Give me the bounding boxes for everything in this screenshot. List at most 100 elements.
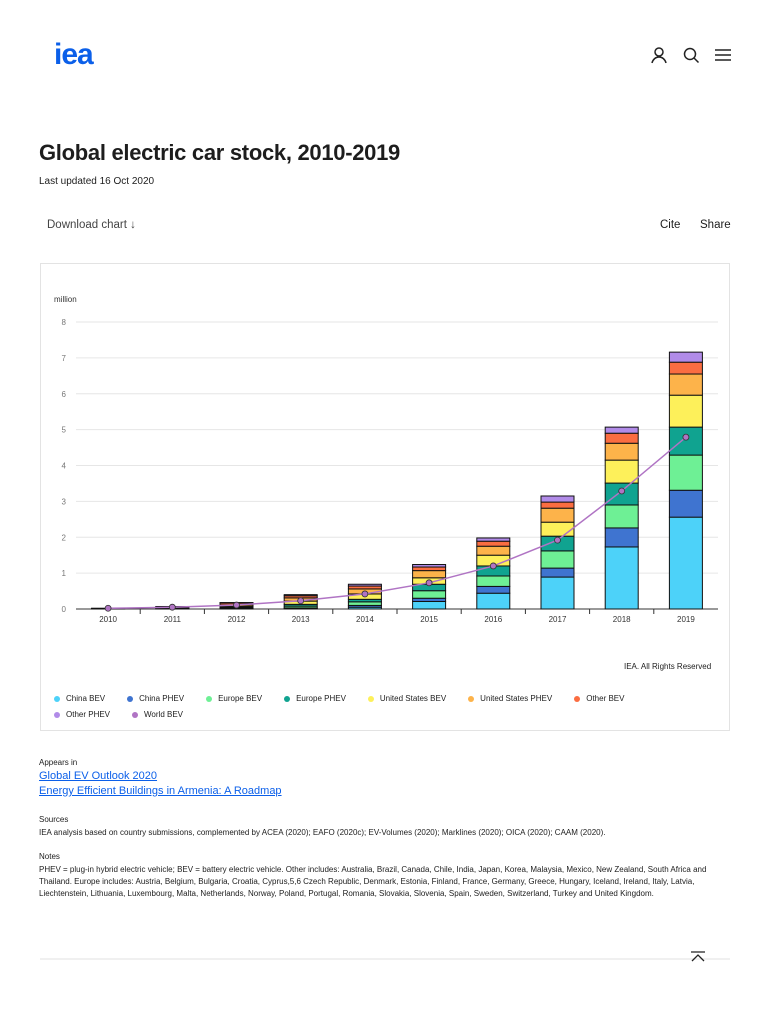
bar-segment — [476, 585, 511, 594]
bar-segment — [476, 592, 511, 610]
sources-label: Sources — [39, 815, 69, 824]
bar-segment — [412, 570, 447, 579]
y-tick-label: 0 — [62, 605, 67, 614]
menu-icon[interactable] — [714, 46, 732, 64]
legend-item[interactable]: Europe BEV — [206, 694, 262, 703]
legend-label: Other PHEV — [66, 710, 111, 719]
world-bev-point — [554, 536, 561, 544]
appears-link[interactable]: Global EV Outlook 2020 — [39, 770, 158, 782]
x-tick-label: 2016 — [484, 615, 502, 624]
bar-segment — [412, 564, 447, 568]
bar-segment — [347, 601, 382, 606]
user-icon[interactable] — [650, 46, 668, 64]
notes-text: PHEV = plug-in hybrid electric vehicle; … — [39, 865, 707, 898]
back-to-top-icon[interactable] — [690, 950, 706, 964]
bar-segment — [540, 495, 575, 503]
bar-segment — [476, 545, 511, 556]
world-bev-point — [425, 579, 433, 587]
world-bev-point — [618, 487, 626, 495]
appears-label: Appears in — [39, 758, 78, 767]
legend-label: Europe PHEV — [296, 694, 346, 703]
bar-segment — [604, 432, 639, 444]
y-tick-label: 8 — [62, 318, 67, 327]
legend-item[interactable]: United States BEV — [367, 694, 447, 703]
x-tick-label: 2010 — [99, 615, 117, 624]
chart-container — [40, 263, 730, 731]
bar-segment — [540, 501, 575, 509]
legend-item[interactable]: United States PHEV — [468, 694, 552, 703]
x-tick-label: 2014 — [356, 615, 374, 624]
bar-segment — [668, 489, 703, 518]
bar-segment — [604, 546, 639, 610]
legend-item[interactable]: China BEV — [54, 694, 105, 703]
legend-label: United States BEV — [379, 694, 447, 703]
legend-swatch — [132, 711, 139, 718]
bar-segment — [668, 361, 703, 375]
appears-link[interactable]: Energy Efficient Buildings in Armenia: A… — [39, 785, 282, 797]
bar-segment — [476, 537, 511, 542]
legend-swatch — [284, 695, 291, 702]
bar-segment — [604, 442, 639, 461]
y-axis-label: million — [54, 295, 77, 304]
iea-logo[interactable]: iea — [54, 38, 94, 71]
legend-label: World BEV — [144, 710, 183, 719]
legend-label: Europe BEV — [218, 694, 263, 703]
download-chart-button[interactable]: Download chart ↓ — [47, 219, 136, 231]
world-bev-point — [168, 603, 176, 611]
legend-swatch — [127, 695, 134, 702]
share-button[interactable]: Share — [700, 219, 731, 231]
world-bev-line — [108, 436, 687, 610]
bar-segment — [668, 426, 703, 456]
y-tick-label: 6 — [62, 390, 67, 399]
legend-item[interactable]: Other PHEV — [54, 710, 110, 719]
sources-text: IEA analysis based on country submission… — [39, 828, 606, 837]
legend-label: Other BEV — [586, 694, 625, 703]
page-title: Global electric car stock, 2010-2019 — [39, 140, 400, 165]
last-updated: Last updated 16 Oct 2020 — [39, 176, 155, 187]
bar-segment — [604, 459, 639, 484]
copyright: IEA. All Rights Reserved — [624, 662, 712, 671]
bar-segment — [540, 550, 575, 569]
bar-segment — [476, 540, 511, 547]
legend-item[interactable]: Other BEV — [574, 694, 624, 703]
world-bev-point — [361, 590, 369, 598]
y-tick-label: 2 — [62, 533, 67, 542]
cite-button[interactable]: Cite — [660, 219, 681, 231]
bar-segment — [540, 521, 575, 537]
legend-swatch — [54, 695, 60, 702]
world-bev-point — [233, 601, 240, 609]
x-tick-label: 2019 — [677, 615, 695, 624]
legend-item[interactable]: Europe PHEV — [284, 694, 346, 703]
bar-segment — [412, 590, 447, 599]
legend-swatch — [367, 695, 374, 702]
bar-segment — [668, 516, 703, 610]
bar-segment — [668, 394, 703, 428]
y-tick-label: 4 — [62, 462, 67, 471]
x-tick-label: 2015 — [420, 615, 438, 624]
bar-segment — [347, 583, 382, 587]
bar-segment — [668, 454, 703, 491]
bar-segment — [283, 594, 318, 597]
legend-item[interactable]: China PHEV — [127, 694, 184, 703]
bar-segment — [540, 576, 575, 610]
world-bev-point — [104, 604, 112, 612]
legend: China BEV China PHEV Europe BEV Europe PHEV… — [54, 694, 724, 719]
bar-segment — [412, 566, 447, 572]
notes-label: Notes — [39, 852, 60, 861]
bar-segment — [540, 507, 575, 523]
y-tick-label: 5 — [62, 426, 67, 435]
x-tick-label: 2018 — [613, 615, 631, 624]
x-tick-label: 2011 — [164, 615, 182, 624]
legend-item[interactable]: World BEV — [132, 710, 183, 719]
bar-segment — [604, 504, 639, 529]
legend-label: China PHEV — [139, 694, 185, 703]
y-tick-label: 3 — [62, 497, 67, 506]
world-bev-point — [297, 597, 305, 605]
world-bev-point — [489, 562, 497, 570]
legend-swatch — [468, 695, 475, 702]
search-icon[interactable] — [682, 46, 700, 64]
legend-label: United States PHEV — [480, 694, 553, 703]
bar-segment — [668, 351, 703, 363]
y-tick-label: 1 — [62, 569, 67, 578]
x-tick-label: 2017 — [549, 615, 567, 624]
